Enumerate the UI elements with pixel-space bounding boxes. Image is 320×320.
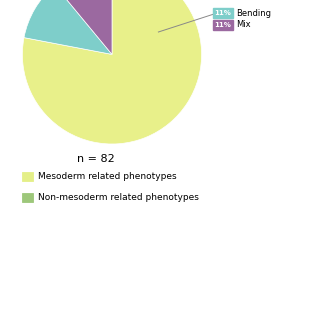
Text: E: E (168, 225, 176, 238)
Text: D: D (5, 225, 15, 238)
Text: Mesoderm related phenotypes: Mesoderm related phenotypes (38, 172, 177, 181)
Wedge shape (55, 0, 112, 54)
Text: B: B (5, 161, 14, 174)
Wedge shape (24, 0, 112, 54)
Text: 11%: 11% (214, 10, 231, 16)
Wedge shape (22, 0, 202, 144)
Text: 11%: 11% (214, 22, 231, 28)
Text: C: C (168, 161, 177, 174)
Text: Non-mesoderm related phenotypes: Non-mesoderm related phenotypes (38, 193, 199, 202)
Text: Mix: Mix (236, 20, 251, 29)
Text: Bending: Bending (236, 9, 271, 18)
Text: n = 82: n = 82 (77, 154, 115, 164)
